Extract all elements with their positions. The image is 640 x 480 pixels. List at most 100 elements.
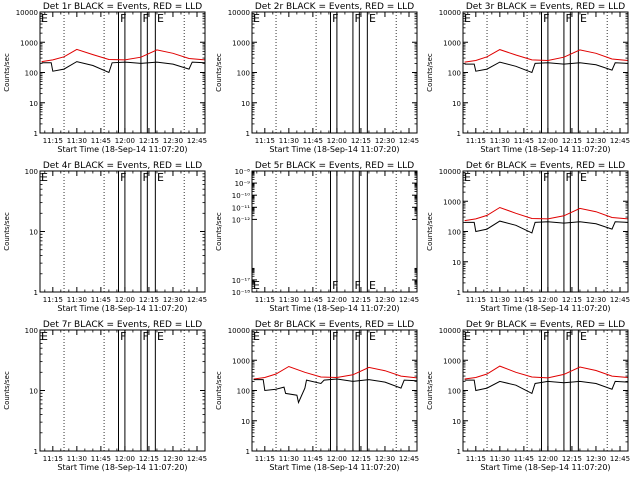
y-tick-label: 1 <box>457 289 461 297</box>
y-tick-label: 100 <box>448 70 461 78</box>
panel-title: Det 5r BLACK = Events, RED = LLD <box>255 161 414 171</box>
y-tick-label: 1 <box>34 448 38 456</box>
panel-det-2r: Det 2r BLACK = Events, RED = LLD Counts/s… <box>215 2 419 154</box>
marker-letter: E <box>464 12 471 25</box>
y-axis-label: Counts/sec <box>215 371 223 410</box>
marker-letter: F <box>332 279 338 292</box>
x-tick-label: 12:15 <box>562 137 582 145</box>
y-tick-label: 10000 <box>228 9 250 17</box>
panel-det-6r: Det 6r BLACK = Events, RED = LLD Counts/s… <box>426 161 630 313</box>
y-axis-label: Counts/sec <box>426 53 434 92</box>
y-axis-label: Counts/sec <box>426 371 434 410</box>
y-tick-label: 10 <box>29 229 38 237</box>
marker-letter: E <box>157 171 164 184</box>
marker-letter: F <box>332 12 338 25</box>
panel-det-5r: Det 5r BLACK = Events, RED = LLD Counts/s… <box>215 161 419 313</box>
x-tick-label: 12:15 <box>139 455 159 463</box>
x-tick-label: 12:00 <box>538 296 558 304</box>
marker-letter: E <box>369 12 376 25</box>
plot-frame <box>462 11 629 134</box>
x-axis-label: Start Time (18-Sep-14 11:07:20) <box>269 304 399 313</box>
y-axis-label: Counts/sec <box>215 212 223 251</box>
y-tick-label: 1000 <box>20 39 38 47</box>
series-line-lld <box>464 365 629 380</box>
x-tick-label: 11:15 <box>255 137 275 145</box>
y-axis-label: Counts/sec <box>426 212 434 251</box>
x-tick-label: 12:45 <box>610 296 630 304</box>
y-tick-label: 10000 <box>228 327 250 335</box>
y-tick-label: 100 <box>237 70 250 78</box>
plot-frame <box>462 170 629 293</box>
x-tick-label: 12:00 <box>327 137 347 145</box>
y-tick-label: 10 <box>452 100 461 108</box>
plot-frame <box>39 170 206 293</box>
series-line-events <box>464 61 629 74</box>
x-tick-label: 11:15 <box>466 137 486 145</box>
x-tick-label: 11:30 <box>67 455 87 463</box>
series-line-lld <box>464 206 629 222</box>
x-axis-label: Start Time (18-Sep-14 11:07:20) <box>57 463 187 472</box>
y-tick-label: 1 <box>457 130 461 138</box>
marker-letter: F <box>543 12 549 25</box>
y-tick-label: 1000 <box>232 357 250 365</box>
marker-letter: F <box>543 330 549 343</box>
x-tick-label: 12:15 <box>351 137 371 145</box>
marker-letter: F <box>120 171 126 184</box>
x-tick-label: 12:15 <box>562 296 582 304</box>
series-line-lld <box>41 48 206 63</box>
x-tick-label: 11:30 <box>279 455 299 463</box>
series-line-events <box>253 378 418 405</box>
x-tick-label: 12:30 <box>375 296 395 304</box>
x-tick-label: 11:15 <box>466 455 486 463</box>
x-axis-label: Start Time (18-Sep-14 11:07:20) <box>480 463 610 472</box>
marker-letter: E <box>369 330 376 343</box>
marker-letter: F <box>332 330 338 343</box>
panel-det-8r: Det 8r BLACK = Events, RED = LLD Counts/s… <box>215 320 419 472</box>
marker-letter: F <box>120 12 126 25</box>
y-tick-label: 1 <box>457 448 461 456</box>
marker-letter: F <box>355 279 361 292</box>
x-tick-label: 11:15 <box>255 455 275 463</box>
marker-letter: E <box>253 279 260 292</box>
x-tick-label: 12:00 <box>115 296 135 304</box>
marker-letter: E <box>157 330 164 343</box>
x-tick-label: 12:15 <box>351 455 371 463</box>
x-tick-label: 11:45 <box>303 455 323 463</box>
marker-letter: F <box>355 12 361 25</box>
x-tick-label: 12:00 <box>327 455 347 463</box>
plot-frame <box>39 329 206 452</box>
x-tick-label: 11:45 <box>91 455 111 463</box>
x-tick-label: 12:15 <box>351 296 371 304</box>
x-tick-label: 11:45 <box>303 137 323 145</box>
marker-letter: E <box>253 330 260 343</box>
marker-letter: F <box>566 330 572 343</box>
y-tick-label: 100 <box>25 168 38 176</box>
marker-letter: F <box>543 171 549 184</box>
x-tick-label: 11:15 <box>466 296 486 304</box>
plot-frame <box>39 11 206 134</box>
y-tick-label: 1000 <box>232 39 250 47</box>
marker-letter: F <box>566 12 572 25</box>
x-tick-label: 12:45 <box>187 296 207 304</box>
x-tick-label: 12:45 <box>187 455 207 463</box>
x-tick-label: 11:30 <box>490 296 510 304</box>
x-tick-label: 11:45 <box>91 296 111 304</box>
marker-letter: E <box>580 171 587 184</box>
x-tick-label: 11:45 <box>514 296 534 304</box>
panel-title: Det 2r BLACK = Events, RED = LLD <box>255 2 414 12</box>
x-axis-label: Start Time (18-Sep-14 11:07:20) <box>269 463 399 472</box>
y-tick-label: 100 <box>448 229 461 237</box>
x-tick-label: 12:00 <box>327 296 347 304</box>
y-tick-label: 100 <box>448 388 461 396</box>
x-tick-label: 12:30 <box>163 296 183 304</box>
x-tick-label: 11:15 <box>43 296 63 304</box>
x-axis-label: Start Time (18-Sep-14 11:07:20) <box>57 304 187 313</box>
x-axis-label: Start Time (18-Sep-14 11:07:20) <box>480 145 610 154</box>
y-axis-label: Counts/sec <box>215 53 223 92</box>
y-axis-label: Counts/sec <box>3 53 11 92</box>
x-tick-label: 11:45 <box>91 137 111 145</box>
y-tick-label: 10 <box>29 388 38 396</box>
x-tick-label: 12:30 <box>586 296 606 304</box>
panel-title: Det 7r BLACK = Events, RED = LLD <box>43 320 202 330</box>
